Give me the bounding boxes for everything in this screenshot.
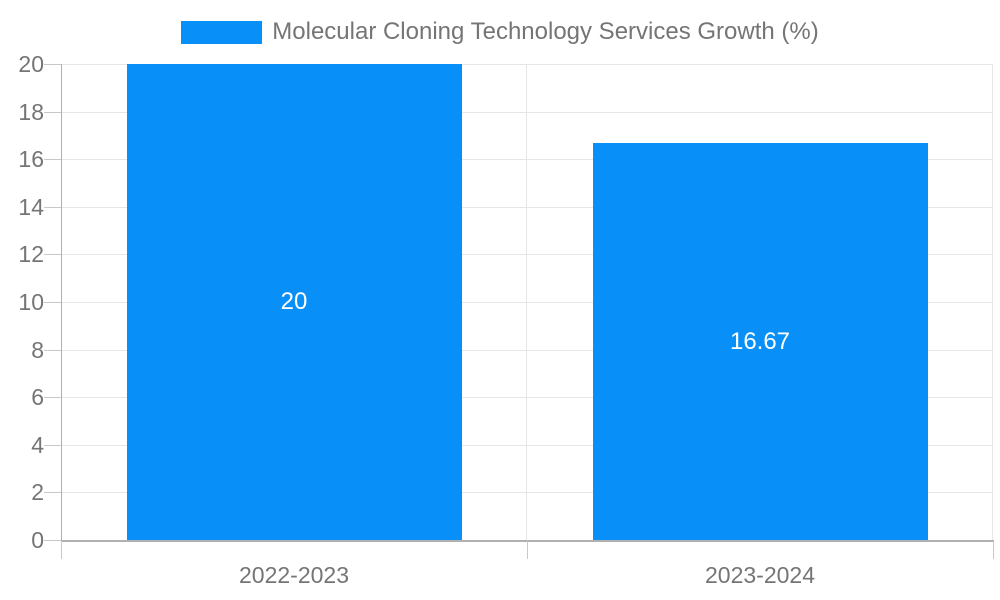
y-axis-tick	[44, 159, 61, 161]
x-axis-tick-label: 2022-2023	[239, 562, 349, 588]
gridline	[61, 302, 993, 303]
bar	[126, 64, 462, 540]
y-axis-tick	[44, 254, 61, 256]
y-axis-tick	[44, 64, 61, 65]
y-axis-tick	[44, 302, 61, 303]
x-axis-tick	[527, 541, 528, 559]
y-axis-tick-label: 6	[31, 384, 44, 411]
y-axis-tick	[44, 540, 61, 541]
bar-value-label: 20	[280, 288, 308, 315]
gridline	[61, 111, 993, 113]
y-axis-tick	[44, 111, 61, 113]
y-axis-tick-label: 14	[18, 193, 44, 220]
gridline	[61, 397, 993, 399]
legend-swatch	[181, 20, 263, 44]
y-axis-tick-label: 10	[18, 289, 44, 315]
y-axis-tick-label: 2	[31, 479, 44, 506]
legend-label: Molecular Cloning Technology Services Gr…	[272, 18, 819, 45]
gridline	[61, 64, 993, 65]
y-axis-tick	[44, 206, 61, 208]
x-axis-tick-label: 2023-2024	[705, 562, 815, 588]
y-axis-tick-label: 0	[31, 527, 44, 553]
gridline	[61, 254, 993, 256]
y-axis-tick	[44, 492, 61, 494]
category-boundary-gridline	[992, 64, 993, 540]
y-axis-tick	[44, 349, 61, 351]
gridline	[61, 349, 993, 351]
x-axis-tick	[61, 541, 62, 559]
bar	[592, 143, 928, 540]
bar-value-label: 16.67	[729, 327, 791, 355]
y-axis-line	[61, 64, 62, 540]
gridline	[61, 444, 993, 446]
category-boundary-gridline	[526, 64, 527, 540]
chart-legend[interactable]: Molecular Cloning Technology Services Gr…	[0, 14, 1000, 50]
y-axis-tick-label: 12	[18, 241, 44, 268]
y-axis-tick-label: 20	[18, 51, 44, 77]
gridline	[61, 492, 993, 494]
gridline	[61, 206, 993, 208]
y-axis-tick-label: 16	[18, 146, 44, 173]
y-axis-tick	[44, 444, 61, 446]
x-axis-tick	[993, 541, 994, 559]
y-axis-tick	[44, 397, 61, 399]
y-axis-tick-label: 8	[31, 336, 44, 363]
y-axis-tick-label: 18	[18, 98, 44, 125]
gridline	[61, 159, 993, 161]
plot-area: 20 16.67	[61, 64, 993, 540]
y-axis-tick-label: 4	[31, 431, 44, 458]
